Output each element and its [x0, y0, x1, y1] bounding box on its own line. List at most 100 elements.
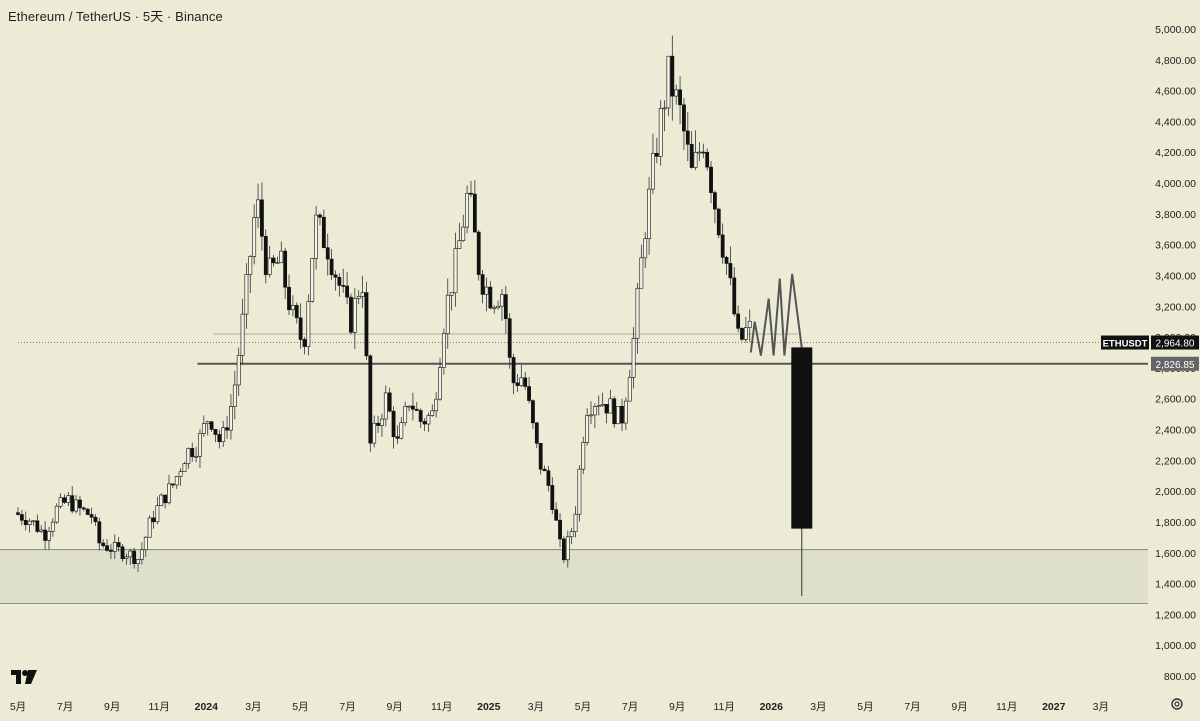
candle-70 [287, 274, 290, 315]
candle-body-down [117, 542, 120, 546]
candle-body-up [647, 189, 650, 239]
candle-78 [318, 213, 321, 225]
tradingview-logo-icon[interactable] [10, 668, 38, 686]
x-tick-label: 7月 [622, 701, 638, 713]
candle-body-down [419, 410, 422, 421]
candle-9 [51, 518, 54, 537]
candle-151 [601, 393, 604, 407]
candle-body-up [454, 249, 457, 293]
candle-131 [524, 372, 527, 390]
candle-40 [171, 483, 174, 488]
candle-85 [345, 272, 348, 304]
candle-body-down [527, 386, 530, 400]
candle-body-down [264, 236, 267, 274]
candle-body-up [384, 393, 387, 419]
candle-body-down [90, 515, 93, 518]
price-label-value: 2,826.85 [1156, 360, 1195, 371]
candle-135 [539, 443, 542, 474]
candle-body-up [280, 251, 283, 262]
candle-body-up [589, 415, 592, 416]
candle-170 [675, 85, 678, 105]
candle-164 [651, 134, 654, 195]
candle-179 [709, 161, 712, 203]
candle-body-up [380, 419, 383, 425]
x-tick-label: 2025 [477, 701, 501, 713]
candle-body-down [326, 248, 329, 259]
y-tick-label: 4,000.00 [1155, 178, 1196, 190]
candle-body-up [113, 542, 116, 551]
candle-body-down [671, 56, 674, 96]
candle-body-down [725, 257, 728, 263]
candle-127 [508, 313, 511, 369]
candle-body-up [315, 215, 318, 258]
candle-body-down [287, 287, 290, 310]
candle-1 [20, 510, 23, 525]
candle-body-up [462, 227, 465, 241]
candle-154 [613, 396, 616, 427]
candle-106 [427, 413, 430, 432]
candle-160 [636, 283, 639, 354]
candle-49 [206, 421, 209, 436]
candle-body-up [129, 551, 132, 557]
candle-body-up [450, 293, 453, 296]
candle-body-up [179, 472, 182, 477]
candle-body-up [167, 484, 170, 503]
candle-body-up [311, 258, 314, 301]
candle-body-down [345, 286, 348, 297]
x-tick-label: 9月 [386, 701, 402, 713]
candle-130 [520, 365, 523, 387]
candle-body-up [597, 406, 600, 407]
candle-173 [686, 112, 689, 161]
x-tick-label: 3月 [528, 701, 544, 713]
candle-23 [105, 539, 108, 551]
candle-body-down [524, 378, 527, 387]
candle-69 [284, 248, 287, 299]
x-tick-label: 7月 [339, 701, 355, 713]
candle-163 [647, 177, 650, 255]
y-tick-label: 5,000.00 [1155, 24, 1196, 36]
candle-body-down [71, 496, 74, 511]
candle-body-down [82, 508, 85, 509]
gear-icon[interactable] [1169, 696, 1185, 712]
candle-body-up [140, 550, 143, 560]
candle-52 [218, 430, 221, 449]
candle-133 [531, 399, 534, 429]
candle-42 [179, 468, 182, 486]
candle-body-down [655, 153, 658, 156]
candle-184 [729, 246, 732, 285]
candle-body-up [175, 476, 178, 485]
candle-body-down [469, 193, 472, 194]
candle-79 [322, 210, 325, 249]
candle-body-up [578, 469, 581, 514]
candle-body-up [245, 274, 248, 314]
candle-body-up [160, 495, 163, 506]
candle-body-down [737, 314, 740, 328]
candle-body-up [748, 321, 751, 327]
candle-body-up [675, 90, 678, 96]
candle-11 [59, 493, 62, 509]
candle-body-down [729, 263, 732, 277]
candle-147 [586, 408, 589, 445]
candle-body-up [55, 506, 58, 522]
candle-174 [690, 131, 693, 168]
candle-body-up [40, 530, 43, 532]
candle-187 [740, 327, 743, 341]
candle-56 [233, 371, 236, 420]
candle-body-up [628, 377, 631, 401]
candle-19 [90, 508, 93, 524]
candle-168 [667, 56, 670, 116]
candle-165 [655, 138, 658, 163]
candle-body-up [361, 293, 364, 297]
candle-body-down [102, 543, 105, 546]
x-tick-label: 5月 [575, 701, 591, 713]
candle-76 [311, 258, 314, 303]
y-tick-label: 3,800.00 [1155, 209, 1196, 221]
candle-body-down [210, 422, 213, 430]
candle-body-up [466, 193, 469, 227]
candle-34 [148, 515, 151, 537]
candle-134 [535, 422, 538, 448]
candle-37 [160, 493, 163, 506]
x-tick-label: 9月 [104, 701, 120, 713]
